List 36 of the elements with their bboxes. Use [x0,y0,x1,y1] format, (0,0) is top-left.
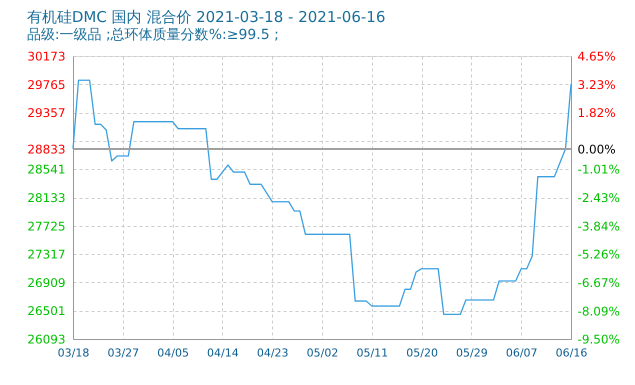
x-tick-label: 06/16 [556,346,588,360]
y-tick-label: 26909 [27,276,66,290]
line-series [72,80,572,316]
y2-tick-label: -2.43% [578,191,620,206]
y-tick-label: 29357 [27,106,66,120]
y2-tick-label: -6.67% [578,276,620,290]
x-tick-label: 05/29 [456,346,488,360]
y-tick-label: 26501 [27,304,66,318]
y2-tick-label: 3.23% [578,78,616,92]
x-tick-label: 03/27 [107,346,140,360]
y-tick-label: 28133 [27,191,66,205]
y-tick-label: 28833 [27,142,66,156]
chart-title: 有机硅DMC 国内 混合价 2021-03-18 - 2021-06-16 [26,8,386,26]
y-tick-label: 26093 [27,332,66,346]
y2-tick-label: -5.26% [578,248,620,262]
y2-tick-label: 1.82% [578,106,616,120]
y2-tick-label: 0.00% [578,142,616,156]
x-tick-label: 03/18 [58,346,90,360]
y-tick-label: 30173 [27,50,66,64]
x-tick-label: 04/14 [207,346,239,360]
y-tick-label: 27317 [27,248,66,262]
x-tick-label: 04/23 [256,346,289,360]
x-tick-label: 05/02 [306,346,338,360]
y2-tick-label: -8.09% [578,304,620,318]
y2-tick-label: -9.50% [578,332,620,346]
x-tick-label: 04/05 [157,346,189,360]
x-tick-label: 05/11 [356,346,388,360]
y-tick-label: 28541 [27,162,66,177]
y2-tick-label: 4.65% [578,50,616,64]
x-tick-label: 05/20 [406,346,438,360]
y2-tick-label: -1.01% [578,162,620,177]
y-tick-label: 27725 [27,219,66,234]
chart-subtitle: 品级:一级品 ;总环体质量分数%:≥99.5 ; [26,27,279,43]
x-tick-label: 06/07 [506,346,538,360]
y2-tick-label: -3.84% [578,219,620,234]
y-tick-label: 29765 [27,78,66,92]
